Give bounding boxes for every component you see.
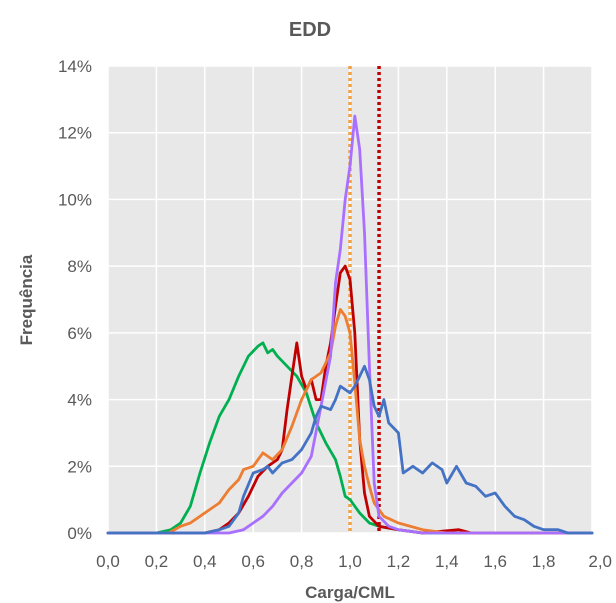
x-tick-label: 0,0 [96,552,120,571]
y-tick-label: 6% [67,324,92,343]
x-tick-label: 1,8 [532,552,556,571]
y-tick-label: 4% [67,391,92,410]
x-tick-labels: 0,0 0,2 0,4 0,6 0,8 1,0 1,2 1,4 1,6 1,8 2,0 [96,552,612,571]
x-tick-label: 1,0 [338,552,362,571]
x-tick-label: 1,6 [483,552,507,571]
series-line-5 [106,364,594,535]
y-tick-label: 8% [67,257,92,276]
series-line-2 [106,264,594,535]
y-tick-labels: 0% 2% 4% 6% 8% 10% 12% 14% [58,57,92,543]
y-tick-label: 10% [58,190,92,209]
y-tick-label: 2% [67,457,92,476]
series-line-4 [106,114,594,535]
y-tick-label: 12% [58,124,92,143]
x-tick-label: 0,2 [145,552,169,571]
series-line-3 [106,308,594,535]
y-tick-label: 14% [58,57,92,76]
x-tick-label: 2,0 [588,552,612,571]
series-line-1 [106,341,594,535]
chart-title: EDD [289,19,331,41]
x-tick-label: 0,8 [290,552,314,571]
y-axis-label: Frequência [17,254,36,345]
x-tick-label: 1,4 [435,552,459,571]
x-tick-label: 0,6 [241,552,265,571]
x-axis-label: Carga/CML [305,583,395,602]
x-tick-label: 1,2 [387,552,411,571]
y-tick-label: 0% [67,524,92,543]
series-lines [106,114,594,535]
x-tick-label: 0,4 [193,552,217,571]
